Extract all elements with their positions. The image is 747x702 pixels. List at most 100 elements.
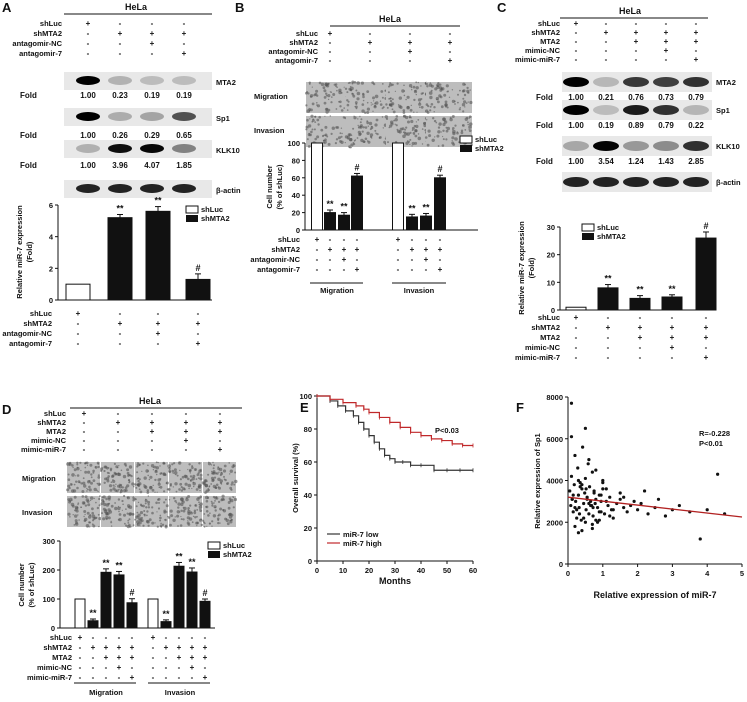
panel-d-micrograph-cell <box>139 490 143 494</box>
panel-b-micrograph-cell <box>314 137 318 141</box>
panel-d-micrograph-cell <box>199 509 203 512</box>
panel-b-micrograph-cell <box>426 85 429 88</box>
panel-b-micrograph-cell <box>390 120 394 124</box>
panel-f-point <box>587 501 591 506</box>
panel-b-micrograph-cell <box>356 137 359 139</box>
panel-d-micrograph-cell <box>154 522 156 524</box>
panel-d-micrograph-cell <box>103 502 105 504</box>
panel-c-chart-row-label: MTA2 <box>540 333 560 342</box>
panel-b-micrograph-cell <box>451 136 455 140</box>
panel-d-micrograph-cell <box>117 506 121 511</box>
panel-d-micrograph-cell <box>91 507 94 511</box>
panel-a-band <box>172 184 196 193</box>
panel-b-micrograph-cell <box>447 90 449 93</box>
panel-d-micrograph-cell <box>198 503 201 506</box>
panel-d-micrograph-cell <box>92 469 95 473</box>
panel-b-micrograph-cell <box>436 98 438 101</box>
panel-d-micrograph-cell <box>76 466 79 469</box>
panel-d-micrograph-cell <box>122 503 124 506</box>
panel-b-micrograph-cell <box>341 132 343 135</box>
panel-c-chart-sign: - <box>639 313 642 322</box>
panel-d-sign: - <box>219 409 222 418</box>
panel-b-micrograph-cell <box>440 131 442 133</box>
panel-b-micrograph-cell <box>442 129 445 132</box>
panel-d-micrograph-cell <box>143 510 146 512</box>
panel-d-chart-sign: + <box>130 673 135 682</box>
panel-a-y-tick-label: 4 <box>49 233 54 242</box>
panel-d-micrograph-cell <box>168 499 171 501</box>
panel-c-sign: + <box>694 28 699 37</box>
panel-b-micrograph-cell <box>432 117 435 120</box>
panel-b-micrograph-cell <box>353 116 357 120</box>
panel-b-micrograph-cell <box>417 133 420 135</box>
panel-b-micrograph-cell <box>394 118 398 122</box>
panel-f-point <box>602 512 607 516</box>
panel-b-sign: - <box>409 29 412 38</box>
panel-f-point <box>716 472 720 476</box>
panel-a-sig-label: # <box>195 263 200 273</box>
panel-a-chart-sign: - <box>77 319 80 328</box>
panel-d-micrograph-cell <box>80 469 82 472</box>
panel-d-chart-sign: - <box>191 633 194 642</box>
panel-f-point <box>590 522 594 526</box>
panel-d-micrograph-cell <box>215 483 219 487</box>
panel-d-micrograph-cell <box>147 474 149 477</box>
panel-d-micrograph-cell <box>211 504 214 507</box>
panel-d-row-label: mimic-NC <box>31 436 67 445</box>
panel-d-micrograph-cell <box>213 464 215 467</box>
panel-b-sign: + <box>448 56 453 65</box>
panel-b-micrograph-cell <box>331 96 333 98</box>
panel-d-micrograph-cell <box>146 491 150 494</box>
panel-d-micrograph-cell <box>178 488 181 491</box>
panel-d-chart-sign: - <box>165 663 168 672</box>
panel-b-micrograph-cell <box>317 123 320 126</box>
panel-a-blot <box>64 72 212 90</box>
panel-d-micrograph-cell <box>124 464 127 467</box>
panel-d-micrograph-cell <box>216 472 219 475</box>
panel-f-y-tick-label: 0 <box>559 560 563 569</box>
panel-f-point <box>582 501 586 506</box>
panel-d-row-label: shMTA2 <box>37 418 66 427</box>
panel-d-sign: + <box>218 418 223 427</box>
panel-b-micrograph-cell <box>372 110 374 113</box>
panel-b-micrograph-cell <box>466 89 470 93</box>
panel-d-sig-label: ** <box>188 557 196 567</box>
panel-d-micrograph-cell <box>199 477 203 481</box>
panel-a-fold-value: 0.23 <box>112 91 128 100</box>
panel-d-micrograph-cell <box>112 484 115 487</box>
panel-b-title: HeLa <box>379 14 402 24</box>
panel-c-sign: - <box>665 55 668 64</box>
panel-d-bar <box>160 621 172 629</box>
panel-f-point <box>569 503 573 508</box>
panel-d-micrograph-cell <box>180 509 183 512</box>
panel-c-sign: - <box>605 19 608 28</box>
panel-d-micrograph-cell <box>147 495 150 497</box>
panel-a-legend-label: shLuc <box>201 205 223 214</box>
panel-d-micrograph-cell <box>212 461 214 464</box>
panel-b-micrograph-cell <box>362 140 366 144</box>
panel-d-micrograph-cell <box>92 471 95 474</box>
panel-b-sign: + <box>368 38 373 47</box>
panel-c-band <box>653 177 679 187</box>
panel-b-micrograph-cell <box>329 91 331 93</box>
panel-d-chart-sign: - <box>165 633 168 642</box>
panel-d-micrograph-cell <box>97 476 101 479</box>
panel-d-micrograph-cell <box>186 516 190 520</box>
panel-b-micrograph-cell <box>433 119 437 123</box>
panel-b-micrograph-cell <box>420 98 423 100</box>
panel-b-micrograph-cell <box>373 100 375 102</box>
panel-d-micrograph-cell <box>229 473 231 475</box>
panel-d-micrograph-cell <box>84 470 88 474</box>
panel-a-band <box>76 112 100 121</box>
panel-b-micrograph-cell <box>327 94 331 98</box>
panel-b-chart-sign: + <box>355 265 360 274</box>
panel-d-micrograph-cell <box>91 514 96 518</box>
panel-a-chart-sign: + <box>196 319 201 328</box>
panel-a-bar <box>65 283 91 301</box>
panel-b-micrograph-cell <box>316 135 320 139</box>
panel-d-chart-sign: - <box>178 663 181 672</box>
panel-d-micrograph-cell <box>98 504 101 507</box>
panel-e-legend-label: miR-7 high <box>343 539 382 548</box>
panel-d-micrograph-cell <box>82 481 86 485</box>
panel-b-micrograph-cell <box>323 89 327 93</box>
